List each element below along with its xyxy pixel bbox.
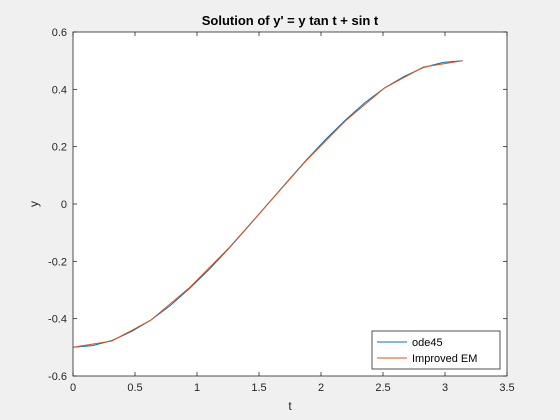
- legend: ode45 Improved EM: [371, 330, 501, 370]
- x-tick-label: 3.5: [499, 382, 514, 394]
- x-tick-label: 0: [70, 382, 76, 394]
- plot-area: [73, 32, 507, 376]
- y-tick-label: 0.2: [52, 142, 67, 154]
- series-line-1: [72, 60, 463, 348]
- y-tick-label: -0.6: [48, 371, 67, 383]
- y-tick-label: 0.6: [52, 27, 67, 39]
- y-axis-label: y: [27, 201, 41, 207]
- x-axis-label: t: [288, 399, 292, 413]
- x-tick-label: 1.5: [251, 382, 266, 394]
- chart-title: Solution of y' = y tan t + sin t: [202, 13, 379, 28]
- y-tick-label: 0: [61, 199, 67, 211]
- ticks-layer: 0 0.5 1 1.5 2 2.5 3 3.5 -0.6 -0.4 -0.2 0 0.2 0.4 0.6: [48, 27, 515, 394]
- y-tick-label: -0.4: [48, 314, 67, 326]
- x-tick-label: 1: [194, 382, 200, 394]
- legend-label-1: Improved EM: [412, 353, 477, 365]
- legend-label-0: ode45: [412, 337, 443, 349]
- x-tick-label: 3: [442, 382, 448, 394]
- x-tick-label: 2.5: [375, 382, 390, 394]
- y-tick-label: 0.4: [52, 84, 67, 96]
- x-tick-label: 0.5: [127, 382, 142, 394]
- legend-box: [371, 330, 501, 370]
- series-layer: [72, 60, 463, 348]
- y-tick-label: -0.2: [48, 256, 67, 268]
- x-tick-label: 2: [318, 382, 324, 394]
